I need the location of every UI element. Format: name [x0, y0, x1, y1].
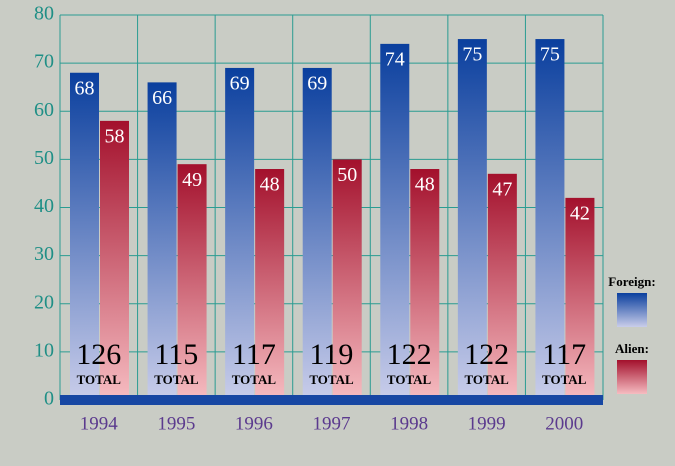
- bar: [487, 173, 517, 400]
- total-value: 117: [542, 338, 586, 371]
- y-tick-label: 20: [34, 291, 54, 313]
- bar: [457, 39, 487, 400]
- legend-swatch: [617, 293, 647, 327]
- total-value: 115: [154, 338, 198, 371]
- value-label: 75: [540, 44, 560, 66]
- total-value: 122: [387, 338, 432, 371]
- x-tick-label: 1999: [468, 413, 506, 434]
- value-label: 58: [105, 125, 125, 147]
- total-label: TOTAL: [154, 372, 199, 387]
- total-label: TOTAL: [387, 372, 432, 387]
- total-label: TOTAL: [232, 372, 277, 387]
- legend-swatch: [617, 360, 647, 394]
- value-label: 68: [75, 77, 95, 99]
- legend-label: Alien:: [615, 341, 649, 356]
- baseline-bar: [60, 395, 603, 405]
- bar: [535, 39, 565, 400]
- bar: [380, 43, 410, 400]
- total-value: 122: [464, 338, 509, 371]
- bar: [177, 164, 207, 400]
- x-tick-label: 1997: [313, 413, 351, 434]
- bar: [70, 72, 99, 400]
- y-tick-label: 40: [34, 195, 54, 217]
- bar: [225, 67, 255, 400]
- value-label: 69: [230, 73, 250, 95]
- x-tick-label: 1996: [235, 413, 273, 434]
- bar: [565, 197, 595, 400]
- y-tick-label: 50: [34, 147, 54, 169]
- y-tick-label: 30: [34, 243, 54, 265]
- legend-label: Foreign:: [608, 274, 655, 289]
- value-label: 66: [152, 87, 172, 109]
- total-value: 126: [76, 338, 121, 371]
- x-tick-label: 1994: [80, 413, 119, 434]
- total-label: TOTAL: [542, 372, 587, 387]
- value-label: 74: [385, 48, 405, 70]
- bar: [100, 120, 129, 400]
- x-tick-label: 1998: [390, 413, 428, 434]
- x-tick-label: 2000: [545, 413, 583, 434]
- bar: [302, 67, 332, 400]
- value-label: 47: [492, 178, 512, 200]
- x-tick-label: 1995: [157, 413, 195, 434]
- total-value: 117: [232, 338, 276, 371]
- value-label: 42: [570, 202, 590, 224]
- bar: [410, 169, 440, 400]
- value-label: 50: [337, 164, 357, 186]
- y-tick-label: 70: [34, 51, 54, 73]
- total-label: TOTAL: [77, 372, 122, 387]
- value-label: 49: [182, 169, 202, 191]
- y-tick-label: 80: [34, 3, 54, 25]
- value-label: 48: [415, 174, 435, 196]
- bar: [147, 82, 177, 400]
- total-value: 119: [310, 338, 354, 371]
- value-label: 75: [462, 44, 482, 66]
- y-tick-label: 10: [34, 339, 54, 361]
- bar: [332, 159, 362, 400]
- value-label: 48: [260, 174, 280, 196]
- y-tick-label: 0: [44, 388, 54, 410]
- value-label: 69: [307, 73, 327, 95]
- total-label: TOTAL: [464, 372, 509, 387]
- bar: [255, 169, 285, 400]
- total-label: TOTAL: [309, 372, 354, 387]
- y-tick-label: 60: [34, 99, 54, 121]
